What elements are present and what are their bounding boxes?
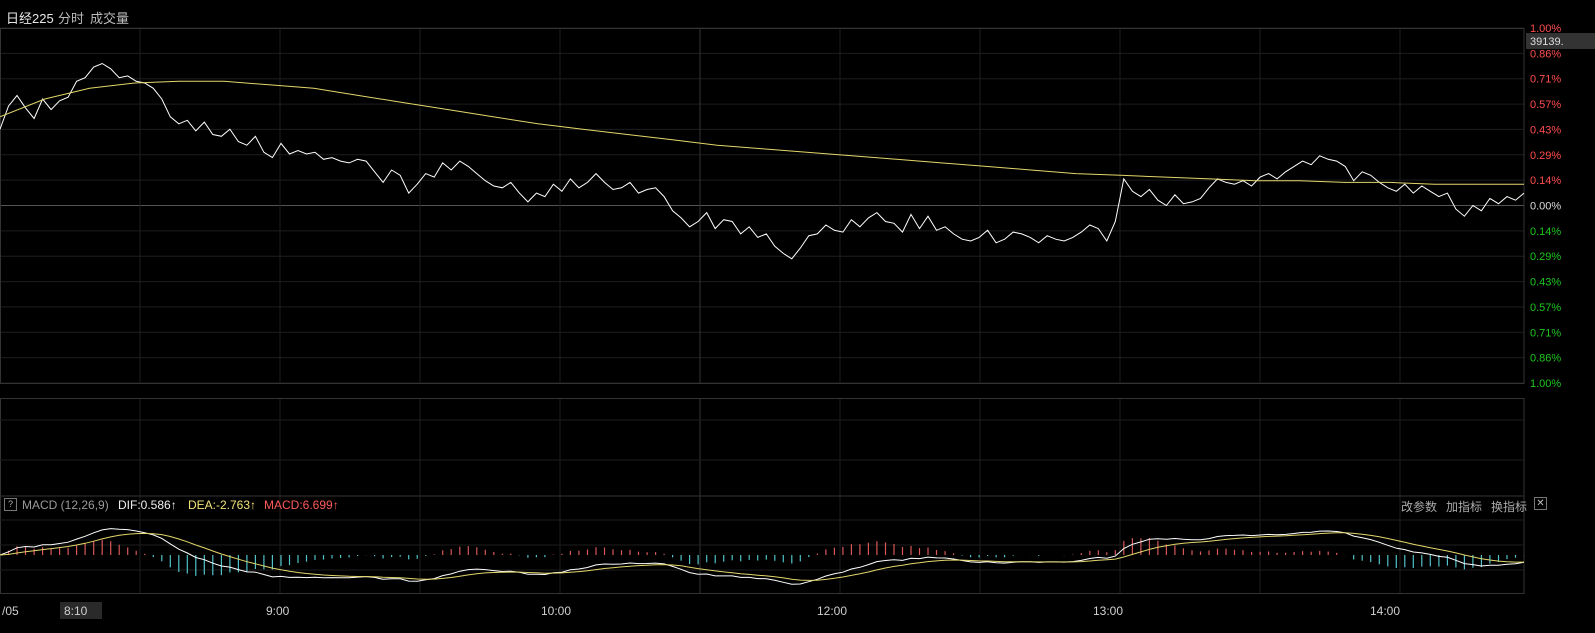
dif-value: DIF:0.586↑ — [118, 498, 177, 512]
add-indicator-button[interactable]: 加指标 — [1446, 500, 1483, 514]
arrow-up-icon: ↑ — [170, 498, 177, 512]
y-tick-label: 0.86% — [1530, 48, 1561, 60]
y-tick-label: 0.86% — [1530, 353, 1561, 365]
dea-line — [0, 532, 1524, 581]
average-line — [0, 80, 1524, 185]
y-tick-label: 1.00% — [1530, 23, 1561, 35]
x-tick-label: 12:00 — [817, 604, 847, 618]
y-tick-label: 0.43% — [1530, 124, 1561, 136]
y-tick-label: 0.14% — [1530, 175, 1561, 187]
edit-params-button[interactable]: 改参数 — [1401, 500, 1438, 514]
y-tick-label: 0.57% — [1530, 99, 1561, 111]
y-tick-label: 0.57% — [1530, 302, 1561, 314]
y-tick-label: 0.14% — [1530, 226, 1561, 238]
tab-volume[interactable]: 成交量 — [90, 11, 130, 26]
instrument-title: 日经225 — [6, 11, 54, 26]
price-badge-label: 39139. — [1530, 36, 1564, 48]
price-panel-border — [0, 28, 1525, 384]
arrow-up-icon: ↑ — [332, 498, 339, 512]
help-icon[interactable]: ? — [4, 498, 17, 511]
price-line — [0, 62, 1525, 260]
y-tick-label: 0.29% — [1530, 150, 1561, 162]
y-tick-label: 0.00% — [1530, 201, 1561, 213]
x-tick-label: 14:00 — [1370, 604, 1400, 618]
x-tick-label: 8:10 — [64, 604, 88, 618]
arrow-up-icon: ↑ — [250, 498, 257, 512]
chart-header: 日经225 分时 成交量 — [0, 0, 1595, 28]
dif-line — [0, 528, 1525, 585]
time-cursor-box — [60, 602, 102, 619]
x-tick-label: 13:00 — [1093, 604, 1123, 618]
tab-intraday[interactable]: 分时 — [58, 11, 85, 26]
dea-value: DEA:-2.763↑ — [188, 498, 257, 512]
x-tick-label: 9:00 — [266, 604, 290, 618]
y-tick-label: 0.71% — [1530, 74, 1561, 86]
price-badge — [1526, 33, 1595, 49]
y-tick-label: 1.00% — [1530, 378, 1561, 390]
y-tick-label: 0.43% — [1530, 277, 1561, 289]
switch-indicator-button[interactable]: 换指标 — [1491, 500, 1528, 514]
macd-label: MACD (12,26,9) — [22, 498, 109, 512]
y-tick-label: 0.29% — [1530, 251, 1561, 263]
macd-value: MACD:6.699↑ — [264, 498, 339, 512]
x-tick-label: 10:00 — [541, 604, 571, 618]
y-tick-label: 0.71% — [1530, 327, 1561, 339]
close-icon[interactable]: ✕ — [1534, 497, 1547, 510]
x-tick-label: /05 — [2, 604, 19, 618]
macd-toolbar: ? MACD (12,26,9) DIF:0.586↑ DEA:-2.763↑ … — [0, 496, 1560, 514]
